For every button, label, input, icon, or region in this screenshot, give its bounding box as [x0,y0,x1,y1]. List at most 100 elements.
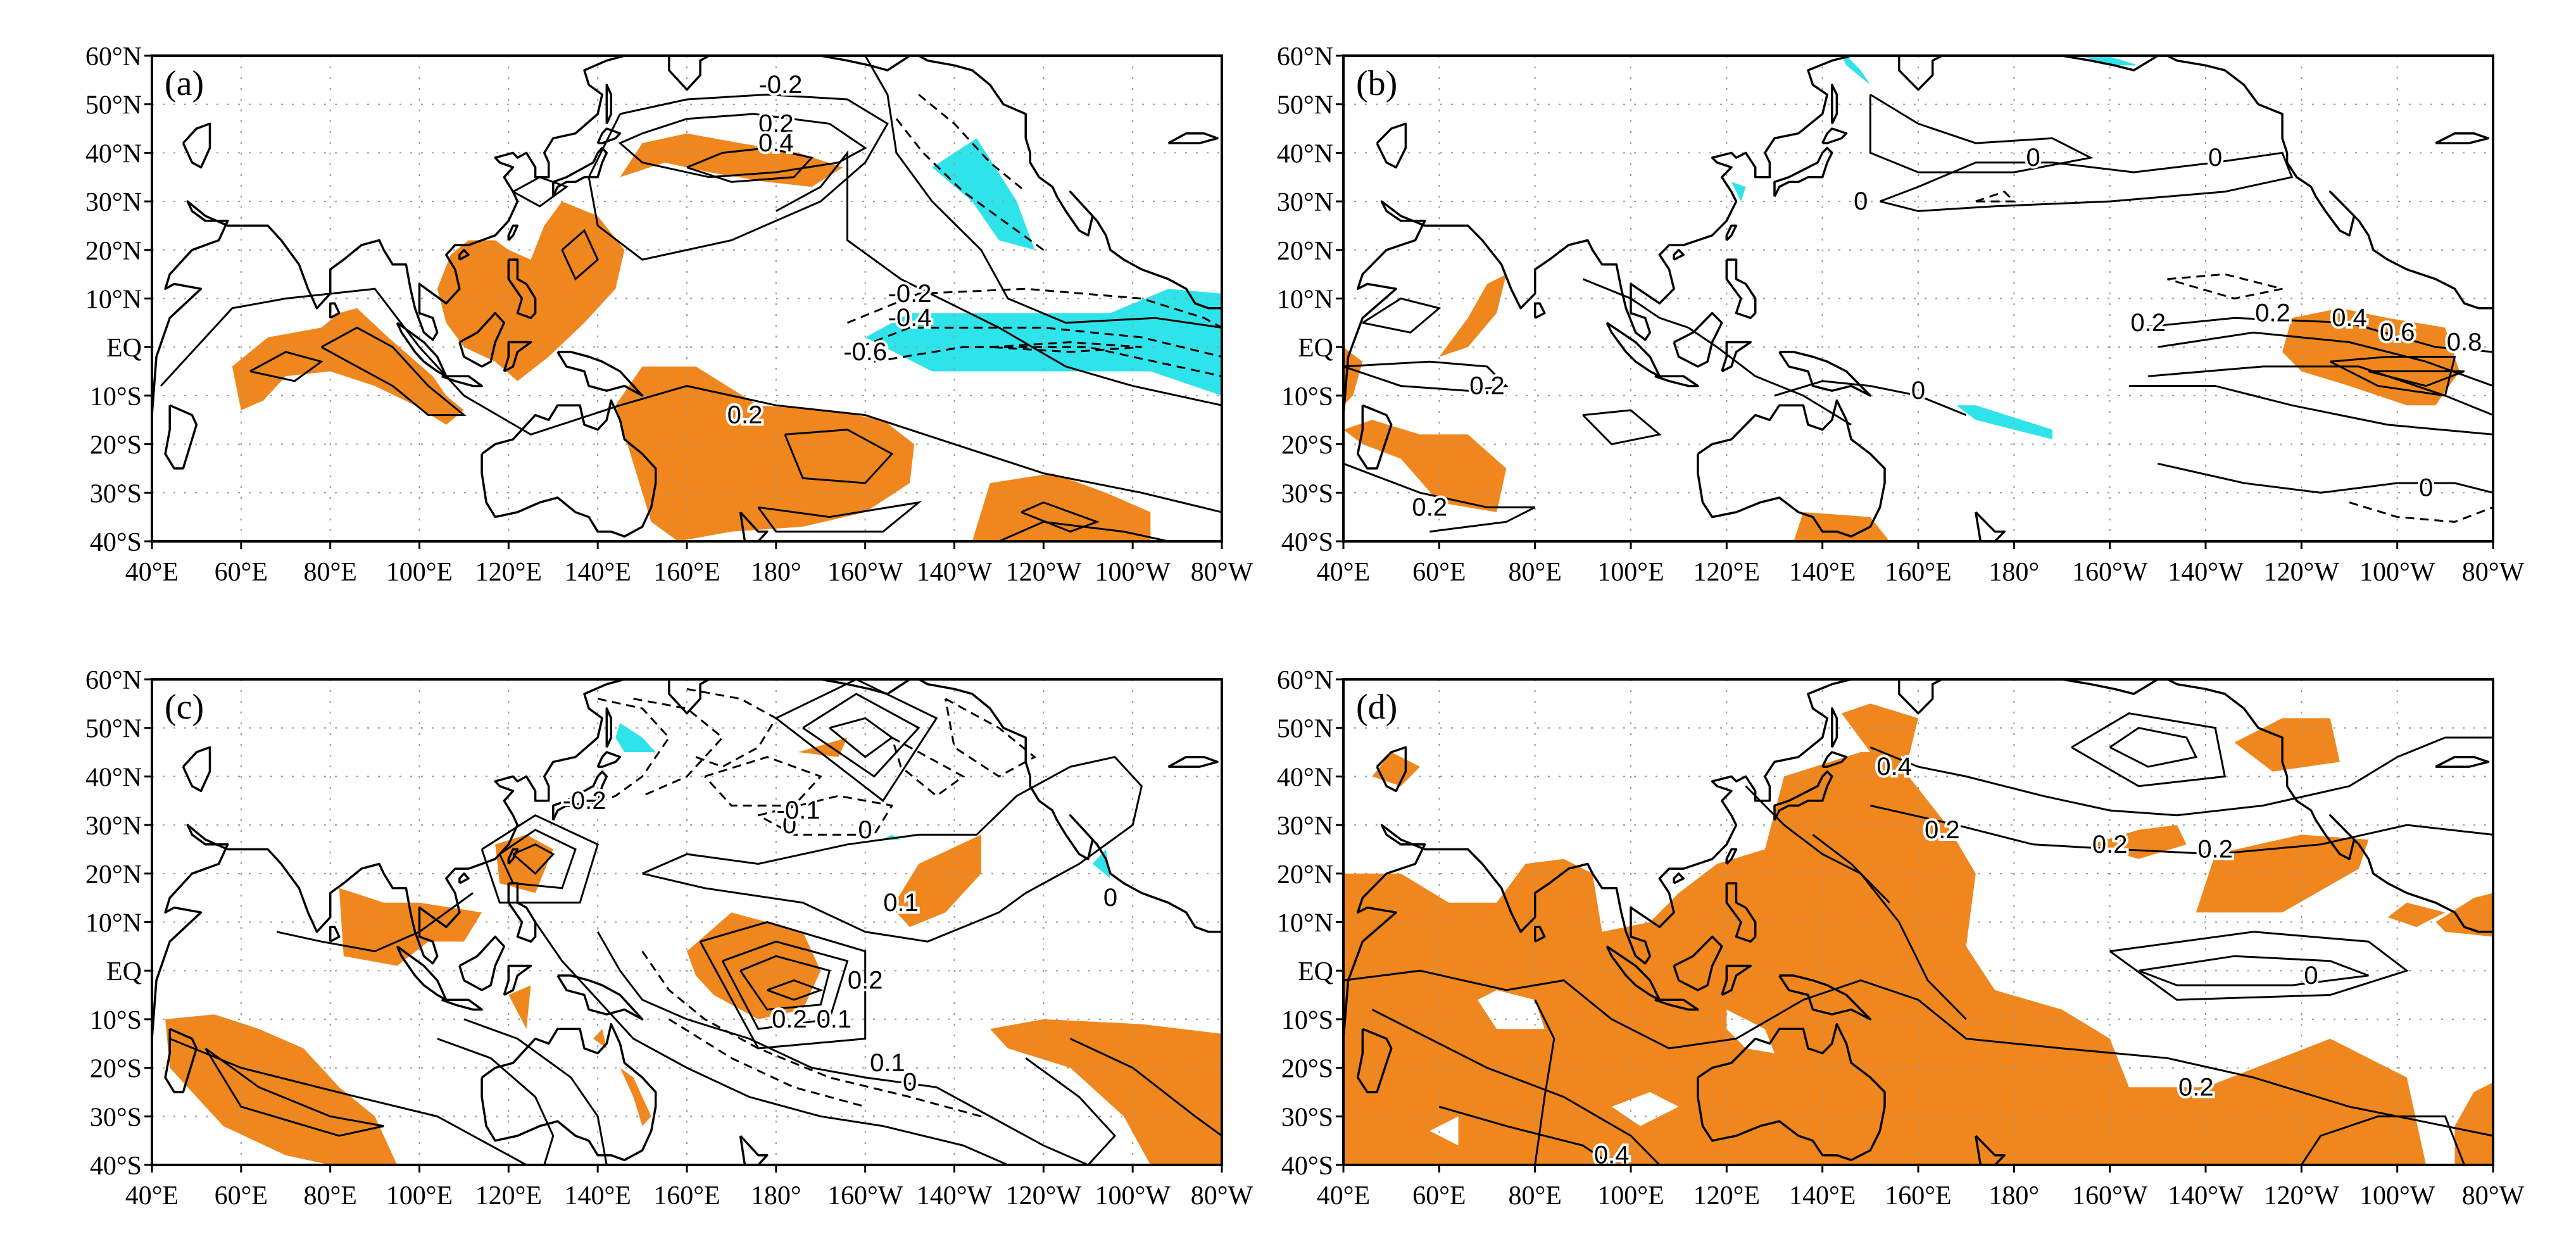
lon-tick-label: 40°E [125,1181,179,1211]
contour-line [2158,331,2493,387]
contour-line [1343,462,1536,533]
lon-tick-label: 100°E [1597,1181,1664,1211]
negative-anomaly-region [615,723,656,752]
negative-contour-line [641,950,982,1117]
coastline [1167,132,1219,144]
lat-tick-label: 60°N [85,666,142,695]
coastline [596,751,622,768]
lat-tick-label: 20°N [1277,860,1333,890]
negative-contour-line [895,118,1045,251]
panel-tag: (d) [1356,688,1397,727]
contour-label: 0.2 [758,110,794,137]
lon-tick-label: 120°W [1006,1181,1082,1211]
coastline [1533,302,1546,319]
positive-anomaly-region [1794,512,1890,541]
positive-anomaly-region [620,1067,651,1126]
contour-label: 0 [2304,962,2318,990]
lat-tick-label: 10°S [1281,382,1333,412]
coastline [1725,882,1757,943]
lon-tick-label: 180° [751,1181,801,1211]
positive-anomaly-region [2435,893,2493,937]
positive-anomaly-region [2090,825,2187,859]
lat-tick-label: 20°S [1281,431,1333,460]
lon-tick-label: 140°E [1789,558,1856,587]
contour-line [160,287,1222,513]
negative-contour-line [918,94,1027,192]
contour-label: 0.1 [883,889,919,917]
negative-contour-line [669,1018,866,1108]
contour-label: 0.4 [758,129,794,157]
contour-line [767,979,824,1001]
contour-label: 0.2 [2178,1073,2214,1101]
coastline [441,375,483,387]
contour-line [534,921,1008,1165]
contour-line [2138,317,2493,353]
contour-label: 0 [1854,187,1868,215]
coastline [2435,755,2490,768]
lon-tick-label: 100°E [1597,558,1664,587]
lon-tick-label: 40°E [125,558,179,587]
map-area: -0.20.20.4-0.2-0.4-0.60.2 [152,56,1222,541]
contour-line [1869,804,2493,855]
lat-tick-label: 40°S [90,1152,142,1181]
coastline [182,122,211,169]
unshaded-region [1429,1116,1459,1146]
lon-tick-label: 140°W [917,1181,993,1211]
panel-tag: (b) [1356,64,1397,103]
coastline [441,998,483,1011]
contour-line [320,326,467,417]
coastline [1721,964,1752,997]
coastline [1975,1135,2006,1165]
coastline [1673,872,1685,884]
coastline [152,56,625,415]
lon-tick-label: 60°E [215,1181,268,1211]
lat-tick-label: 30°N [1277,812,1333,841]
contour-line [249,351,324,382]
negative-anomaly-region [1956,405,2052,439]
lon-tick-label: 120°E [1693,1181,1760,1211]
coastline [596,127,622,144]
coastline [619,540,635,541]
lon-tick-label: 160°E [1885,558,1951,587]
negative-contour-line [874,346,1222,377]
coastline [1831,707,1838,748]
contour-label: 0.8 [2447,329,2482,356]
contour-line [2071,712,2227,788]
panel-tag: (a) [165,64,204,103]
contour-line [686,147,814,183]
positive-anomaly-region [891,834,981,928]
unshaded-region [1611,1091,1679,1126]
negative-contour-line [891,736,965,797]
negative-anomaly-region [1092,849,1110,879]
contour-line [2157,462,2493,494]
coastline [458,935,506,991]
positive-anomaly-region [798,738,848,757]
lon-tick-label: 120°W [2264,1181,2340,1211]
contour-line [1438,1105,1612,1165]
lon-tick-label: 100°E [386,1181,453,1211]
contour-label: -0.2 [758,71,802,99]
contour-line [1362,297,1442,334]
positive-anomaly-region [990,1019,1222,1165]
coastline [481,399,657,538]
lon-tick-label: 80°E [303,558,356,587]
contour-label: 0 [2026,144,2040,172]
coastline [739,1135,769,1165]
lon-tick-label: 40°E [1317,558,1370,587]
contour-line [1371,1009,1661,1165]
coastline [1356,1028,1393,1093]
positive-anomaly-region [165,1014,398,1165]
coastline [1376,122,1407,169]
contour-line [1582,409,1662,446]
contour-line [1869,94,2094,173]
lon-tick-label: 160°W [827,558,903,587]
contour-label: 0.2 [2255,299,2290,327]
negative-contour-line [633,698,724,797]
coastline [481,1022,657,1162]
coastline [503,341,532,373]
lat-tick-label: 40°S [1281,1152,1333,1181]
lon-tick-label: 140°W [917,558,993,587]
negative-contour-line [846,287,1222,329]
contour-label: 0 [858,816,872,844]
contour-label: 0.2 [2130,309,2166,337]
